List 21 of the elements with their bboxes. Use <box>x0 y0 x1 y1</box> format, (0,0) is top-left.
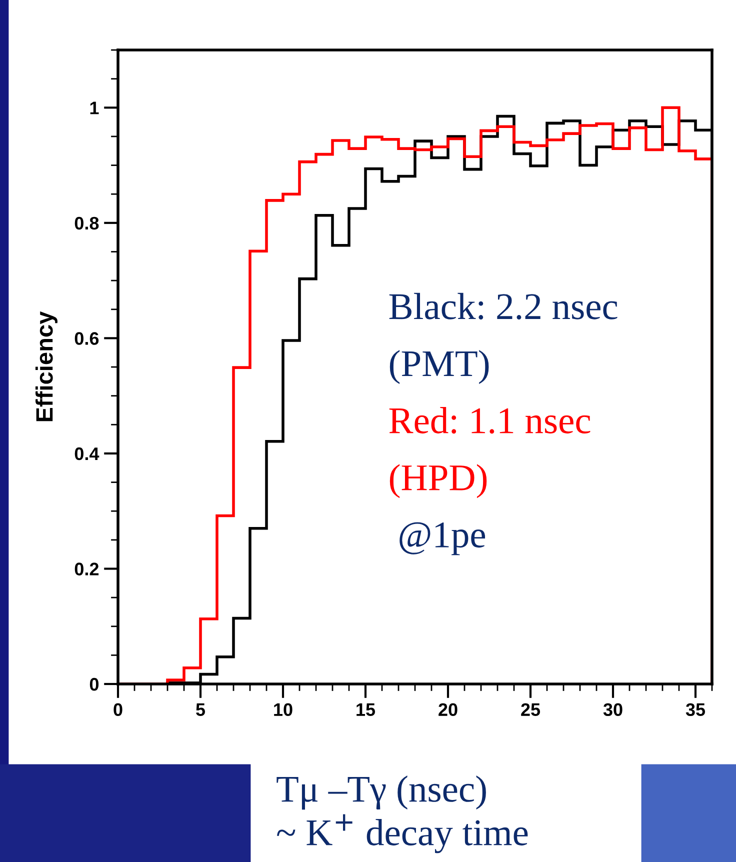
annotation: (PMT) <box>390 350 489 384</box>
x-tick-label: 25 <box>521 703 540 716</box>
x-tick-label: 0 <box>114 703 122 716</box>
annotation: @1pe <box>400 522 486 556</box>
y-tick-label: 0.2 <box>74 562 99 576</box>
x-tick-label: 15 <box>356 703 376 716</box>
x-tick-label: 20 <box>438 703 458 716</box>
y-axis-title: Efficiency <box>35 311 58 422</box>
y-tick-label: 0.8 <box>74 216 99 230</box>
x-tick-label: 35 <box>686 703 706 716</box>
y-tick-label: 0 <box>90 678 99 691</box>
x-tick-label: 30 <box>603 703 622 716</box>
annotation: Black: 2.2 nsec <box>389 292 618 320</box>
y-tick-label: 1 <box>90 102 99 114</box>
annotation: (HPD) <box>390 464 487 498</box>
x-tick-label: 10 <box>274 703 292 716</box>
y-tick-label: 0.4 <box>74 447 100 460</box>
y-tick-label: 0.6 <box>74 332 99 345</box>
annotation: Red: 1.1 nsec <box>389 407 590 434</box>
x-tick-label: 5 <box>196 703 206 716</box>
x-axis-title: Tμ –Tγ (nsec) ~ K$^{+}$ decay time <box>276 776 528 854</box>
